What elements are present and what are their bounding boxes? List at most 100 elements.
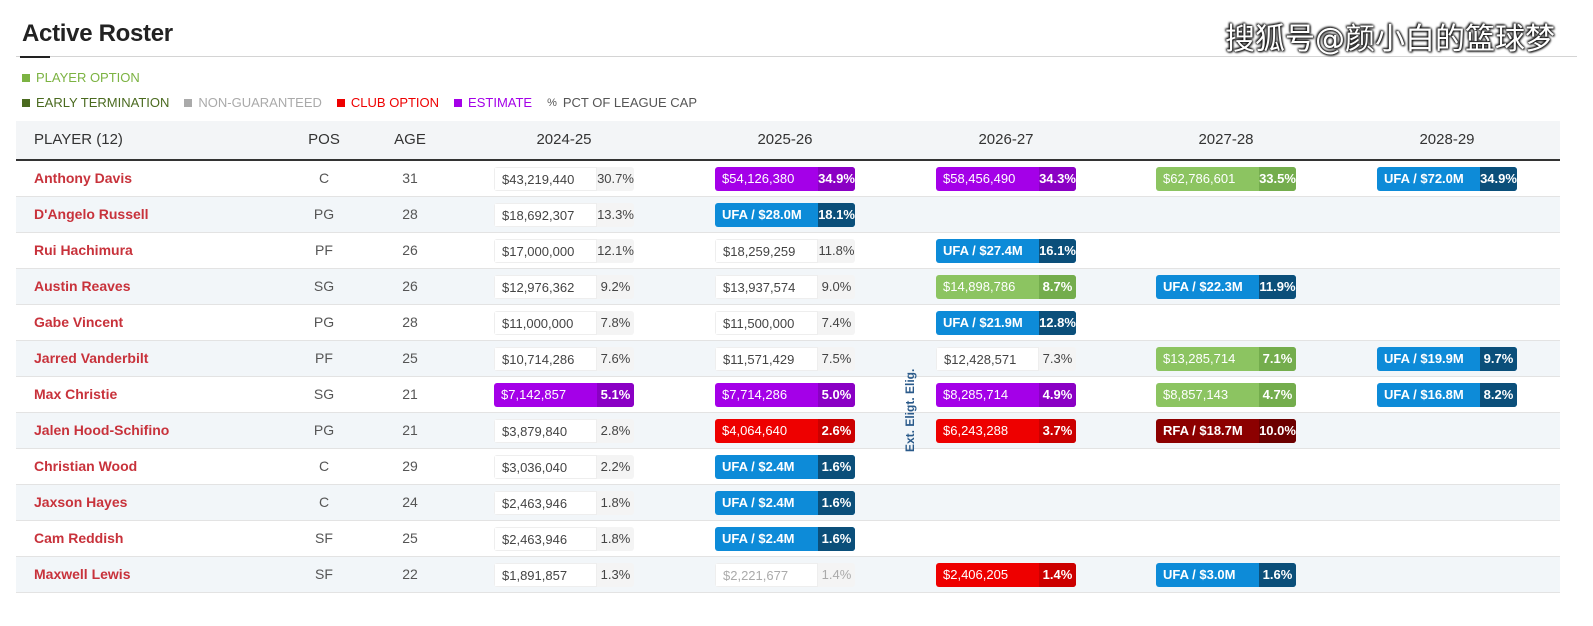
cap-percentage: 2.2% — [597, 455, 634, 479]
salary-cell[interactable]: $18,692,307 13.3% — [494, 203, 634, 227]
salary-cell[interactable]: UFA / $21.9M 12.8% — [936, 311, 1076, 335]
salary-cell[interactable]: UFA / $27.4M 16.1% — [936, 239, 1076, 263]
salary-cell[interactable]: $1,891,857 1.3% — [494, 563, 634, 587]
cap-percentage: 1.6% — [1259, 563, 1296, 587]
salary-cell[interactable]: $7,714,286 5.0% — [715, 383, 855, 407]
salary-cell[interactable]: $11,500,000 7.4% — [715, 311, 855, 335]
salary-cell[interactable]: $8,857,143 4.7% — [1156, 383, 1296, 407]
player-name-link[interactable]: Christian Wood — [34, 458, 138, 474]
column-header-year-4[interactable]: 2027-28 — [1198, 131, 1254, 148]
cap-percentage: 13.3% — [597, 203, 634, 227]
player-name-link[interactable]: Jaxson Hayes — [34, 494, 128, 510]
player-name-link[interactable]: Anthony Davis — [34, 170, 133, 186]
column-header-player[interactable]: PLAYER (12) — [34, 131, 123, 148]
salary-cell[interactable]: UFA / $72.0M 34.9% — [1377, 167, 1517, 191]
player-position: PF — [315, 350, 333, 366]
legend-swatch — [336, 98, 345, 107]
cap-percentage: 5.1% — [597, 383, 634, 407]
salary-cell[interactable]: $18,259,259 11.8% — [715, 239, 855, 263]
player-name-link[interactable]: Jalen Hood-Schifino — [34, 422, 170, 438]
salary-amount: $62,786,601 — [1163, 171, 1236, 186]
salary-amount: $13,937,574 — [715, 275, 818, 299]
player-name-link[interactable]: Austin Reaves — [34, 278, 131, 294]
salary-cell[interactable]: $43,219,440 30.7% — [494, 167, 634, 191]
player-name-link[interactable]: D'Angelo Russell — [34, 206, 149, 222]
cap-percentage: 1.4% — [1039, 563, 1076, 587]
salary-cell[interactable]: UFA / $2.4M 1.6% — [715, 455, 855, 479]
salary-cell[interactable]: UFA / $28.0M 18.1% — [715, 203, 855, 227]
table-row: Jaxson Hayes C 24 $2,463,946 1.8% UFA / $2.4M… — [16, 485, 1560, 521]
salary-cell[interactable]: $2,463,946 1.8% — [494, 527, 634, 551]
salary-cell[interactable]: $2,463,946 1.8% — [494, 491, 634, 515]
player-name-link[interactable]: Rui Hachimura — [34, 242, 133, 258]
salary-cell[interactable]: $10,714,286 7.6% — [494, 347, 634, 371]
player-age: 21 — [402, 422, 418, 438]
salary-cell[interactable]: $11,571,429 7.5% — [715, 347, 855, 371]
legend-swatch — [22, 98, 30, 107]
salary-cell[interactable]: $2,406,205 1.4% — [936, 563, 1076, 587]
salary-amount: $13,285,714 — [1163, 351, 1236, 366]
player-position: C — [318, 170, 330, 186]
player-name-link[interactable]: Jarred Vanderbilt — [34, 350, 149, 366]
cap-percentage: 7.6% — [597, 347, 634, 371]
salary-cell[interactable]: UFA / $2.4M 1.6% — [715, 527, 855, 551]
extension-eligibility-note: Ext. Eligt. Elig. — [903, 368, 917, 452]
player-age: 31 — [402, 170, 418, 186]
salary-cell[interactable]: $3,879,840 2.8% — [494, 419, 634, 443]
player-name-link[interactable]: Cam Reddish — [34, 530, 124, 546]
column-header-year-2[interactable]: 2025-26 — [757, 131, 813, 148]
salary-cell[interactable]: RFA / $18.7M 10.0% — [1156, 419, 1296, 443]
table-row: Jalen Hood-Schifino PG 21 $3,879,840 2.8% $4,… — [16, 413, 1560, 449]
salary-cell[interactable]: $58,456,490 34.3% — [936, 167, 1076, 191]
salary-cell[interactable]: $17,000,000 12.1% — [494, 239, 634, 263]
salary-cell[interactable]: $6,243,288 3.7% — [936, 419, 1076, 443]
salary-cell[interactable]: $7,142,857 5.1% — [494, 383, 634, 407]
player-position: SG — [313, 386, 335, 402]
salary-amount: $8,857,143 — [1163, 387, 1229, 402]
watermark-text: 搜狐号@颜小白的篮球梦 — [1225, 22, 1555, 57]
title-divider — [16, 56, 1577, 57]
salary-cell[interactable]: $13,285,714 7.1% — [1156, 347, 1296, 371]
column-header-year-1[interactable]: 2024-25 — [536, 131, 592, 148]
cap-percentage: 1.6% — [818, 527, 855, 551]
salary-cell[interactable]: $62,786,601 33.5% — [1156, 167, 1296, 191]
column-header-year-3[interactable]: 2026-27 — [978, 131, 1034, 148]
cap-percentage: 12.8% — [1039, 311, 1076, 335]
salary-cell[interactable]: $13,937,574 9.0% — [715, 275, 855, 299]
cap-percentage: 3.7% — [1039, 419, 1076, 443]
salary-cell[interactable]: $8,285,714 4.9% — [936, 383, 1076, 407]
salary-cell[interactable]: $4,064,640 2.6% — [715, 419, 855, 443]
salary-amount: $11,500,000 — [715, 311, 818, 335]
salary-cell[interactable]: $12,428,571 7.3% — [936, 347, 1076, 371]
salary-cell[interactable]: $12,976,362 9.2% — [494, 275, 634, 299]
player-name-link[interactable]: Max Christie — [34, 386, 118, 402]
salary-cell[interactable]: UFA / $19.9M 9.7% — [1377, 347, 1517, 371]
legend-item: NON-GUARANTEED — [184, 95, 322, 110]
salary-amount: $18,259,259 — [715, 239, 818, 263]
salary-cell[interactable]: UFA / $3.0M 1.6% — [1156, 563, 1296, 587]
salary-cell[interactable]: $2,221,677 1.4% — [715, 563, 855, 587]
player-age: 28 — [402, 206, 418, 222]
column-header-year-5[interactable]: 2028-29 — [1419, 131, 1475, 148]
salary-cell[interactable]: UFA / $16.8M 8.2% — [1377, 383, 1517, 407]
cap-percentage: 34.9% — [818, 167, 855, 191]
table-row: Austin Reaves SG 26 $12,976,362 9.2% $13,937,… — [16, 269, 1560, 305]
salary-cell[interactable]: $54,126,380 34.9% — [715, 167, 855, 191]
column-header-age[interactable]: AGE — [394, 131, 426, 148]
player-name-link[interactable]: Maxwell Lewis — [34, 566, 131, 582]
player-age: 26 — [402, 242, 418, 258]
player-position: SG — [313, 278, 335, 294]
salary-cell[interactable]: UFA / $22.3M 11.9% — [1156, 275, 1296, 299]
salary-amount: $3,036,040 — [494, 455, 597, 479]
salary-cell[interactable]: UFA / $2.4M 1.6% — [715, 491, 855, 515]
column-header-pos[interactable]: POS — [308, 131, 340, 148]
player-name-link[interactable]: Gabe Vincent — [34, 314, 124, 330]
salary-cell[interactable]: $3,036,040 2.2% — [494, 455, 634, 479]
salary-cell[interactable]: $11,000,000 7.8% — [494, 311, 634, 335]
cap-percentage: 7.1% — [1259, 347, 1296, 371]
percent-icon: % — [547, 96, 557, 109]
legend-item: PLAYER OPTION — [22, 70, 140, 85]
player-position: PG — [313, 206, 335, 222]
salary-cell[interactable]: $14,898,786 8.7% — [936, 275, 1076, 299]
legend-label: ESTIMATE — [468, 95, 533, 110]
